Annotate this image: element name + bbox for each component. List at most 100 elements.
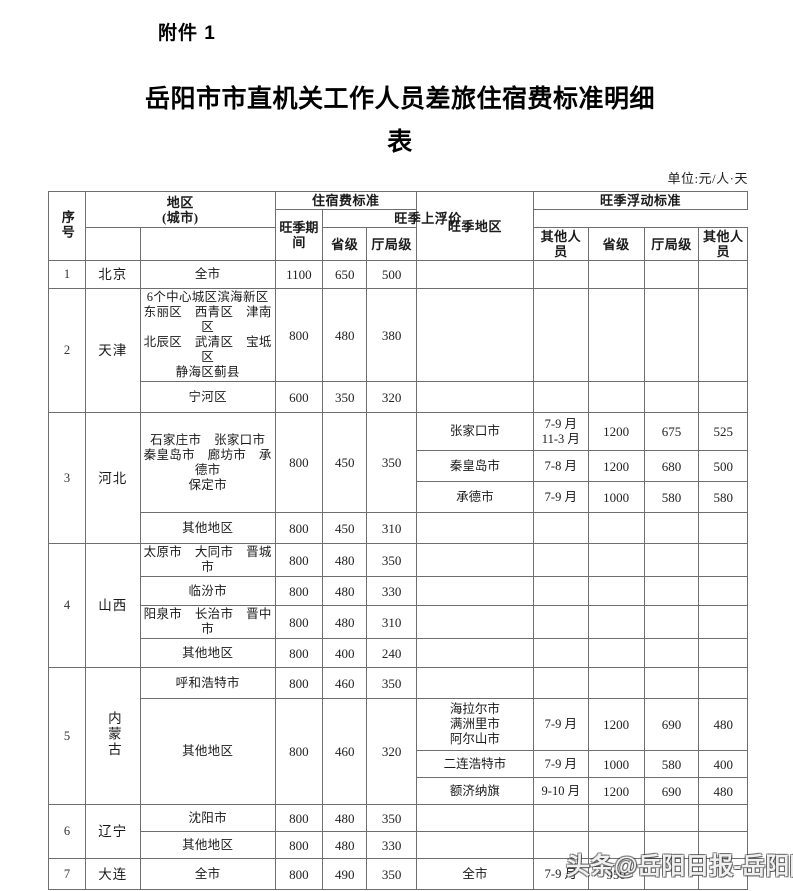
cell-peak-province: 1200 [587, 412, 645, 451]
cell-peak-province: 1200 [587, 450, 645, 482]
cell-province: 内蒙古 [84, 667, 141, 805]
cell-peak-other [698, 288, 748, 382]
table-row: 额济纳旗 9-10 月 1200 690 480 [49, 777, 748, 805]
table-row: 其他地区 800 480 330 [49, 831, 748, 859]
cell-cities: 临汾市 [139, 576, 276, 606]
lodging-standard-table: 序号 地区 (城市) 住宿费标准 旺季地区 旺季浮动标准 旺季期间 旺季上浮价 [48, 191, 749, 890]
cell-peak-other [698, 638, 748, 668]
cell-peak-other [698, 576, 748, 606]
cell-level-bureau: 460 [322, 667, 368, 699]
cell-peak-region [415, 288, 534, 382]
cell-level-province: 800 [274, 576, 324, 606]
table-row: 其他地区 800 460 320 海拉尔市 满洲里市 阿尔山市 7-9 月 1200 690 480 [49, 698, 748, 805]
cell-peak-period [532, 260, 589, 289]
cell-level-other: 350 [366, 412, 417, 513]
table-row: 其他地区 800 450 310 [49, 512, 748, 544]
cell-peak-bureau [643, 667, 700, 699]
cell-peak-other [698, 543, 748, 577]
header-peak-float-standard: 旺季浮动标准 [532, 191, 749, 210]
cell-peak-province: 1200 [587, 698, 645, 751]
cell-peak-region: 二连浩特市 [415, 750, 534, 778]
table-row: 5 内蒙古 呼和浩特市 800 460 350 [48, 667, 748, 805]
page-title-line1: 岳阳市市直机关工作人员差旅住宿费标准明细 [144, 85, 655, 113]
header-seq: 序号 [48, 191, 86, 261]
cell-level-province: 800 [274, 412, 324, 513]
cell-cities: 阳泉市 长治市 晋中市 [139, 605, 276, 639]
cell-peak-province: 1000 [587, 750, 645, 778]
cell-cities: 其他地区 [139, 638, 276, 668]
header-peak-level-other: 其他人员 [698, 227, 748, 261]
cell-peak-period: 7-9 月 11-3 月 [532, 412, 589, 451]
cell-peak-period [532, 288, 589, 382]
header-region-province-col [84, 227, 141, 261]
cell-peak-region: 承德市 [415, 481, 534, 513]
cell-level-province: 800 [274, 543, 324, 577]
cell-level-province: 800 [274, 831, 324, 859]
cell-peak-province [587, 605, 645, 639]
cell-peak-province: 1000 [587, 481, 645, 513]
cell-province: 辽宁 [84, 804, 141, 859]
cell-level-bureau: 450 [322, 412, 368, 513]
cell-peak-period: 7-9 月 [532, 698, 589, 751]
cell-peak-region: 秦皇岛市 [415, 450, 534, 482]
table-row: 其他地区 800 400 240 [49, 638, 748, 668]
header-row-1: 序号 地区 (城市) 住宿费标准 旺季地区 旺季浮动标准 [48, 191, 749, 261]
cell-level-other: 240 [366, 638, 417, 668]
table-row: 4 山西 太原市 大同市 晋城市 800 480 350 [48, 543, 748, 668]
cell-peak-bureau: 580 [643, 481, 700, 513]
cell-peak-province [587, 260, 645, 289]
cell-level-other: 310 [366, 605, 417, 639]
cell-peak-province [587, 804, 645, 832]
cell-level-other: 350 [366, 543, 417, 577]
cell-province: 河北 [84, 412, 141, 544]
cell-level-bureau: 460 [322, 698, 368, 805]
cell-peak-period [532, 381, 589, 413]
cell-peak-province [587, 638, 645, 668]
cell-peak-period: 7-8 月 [532, 450, 589, 482]
cell-peak-bureau: 580 [643, 750, 700, 778]
cell-peak-province: 1200 [587, 777, 645, 805]
cell-peak-region [415, 576, 534, 606]
cell-level-province: 800 [274, 804, 324, 832]
cell-province: 大连 [84, 858, 141, 890]
cell-peak-other: 480 [698, 698, 748, 751]
cell-level-bureau: 490 [322, 858, 368, 890]
cell-peak-other: 525 [698, 412, 748, 451]
cell-level-province: 800 [274, 605, 324, 639]
cell-peak-bureau [643, 605, 700, 639]
cell-level-province: 600 [274, 381, 324, 413]
cell-peak-period: 7-9 月 [532, 858, 589, 890]
table-row: 6 辽宁 沈阳市 800 480 350 [48, 804, 748, 859]
cell-level-province: 1100 [274, 260, 324, 289]
cell-level-other: 380 [366, 288, 417, 382]
cell-level-other: 310 [366, 512, 417, 544]
unit-note: 单位:元/人·天 [667, 171, 748, 186]
cell-peak-period [532, 576, 589, 606]
cell-cities: 其他地区 [139, 698, 276, 805]
cell-peak-other: 480 [698, 777, 748, 805]
cell-peak-period: 9-10 月 [532, 777, 589, 805]
cell-peak-region [415, 512, 534, 544]
cell-peak-region: 全市 [415, 858, 534, 890]
cell-peak-other [698, 858, 748, 890]
cell-level-province: 800 [274, 858, 324, 890]
attachment-label: 附件 1 [158, 23, 216, 44]
cell-peak-bureau [643, 288, 700, 382]
cell-peak-region [415, 638, 534, 668]
header-region: 地区 (城市) [84, 191, 276, 228]
cell-level-province: 800 [274, 512, 324, 544]
table-row: 临汾市 800 480 330 [49, 576, 748, 606]
cell-level-other: 330 [366, 831, 417, 859]
cell-peak-other [698, 512, 748, 544]
cell-peak-bureau [643, 804, 700, 832]
header-peak-level-province: 省级 [587, 227, 645, 261]
cell-peak-province [587, 543, 645, 577]
cell-peak-bureau: 680 [643, 450, 700, 482]
cell-peak-province: 950 [587, 858, 645, 890]
header-level-other: 其他人员 [532, 227, 589, 261]
header-peak-level-bureau: 厅局级 [643, 227, 700, 261]
table-row: 7 大连 全市 800 490 350 全市 7-9 月 950 [48, 858, 748, 890]
cell-peak-bureau [643, 638, 700, 668]
table-row: 2 天津 6个中心城区滨海新区 东丽区 西青区 津南区 北辰区 武清区 宝坻区 静海区蓟县… [48, 288, 748, 413]
cell-seq: 2 [48, 288, 86, 413]
